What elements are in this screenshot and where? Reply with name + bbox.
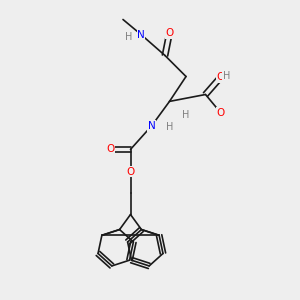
Text: H: H	[223, 70, 230, 81]
Text: H: H	[182, 110, 189, 120]
Text: O: O	[126, 167, 135, 177]
Text: N: N	[137, 29, 145, 40]
Text: O: O	[216, 72, 225, 82]
Text: H: H	[166, 122, 173, 132]
Text: O: O	[165, 28, 174, 38]
Text: O: O	[216, 107, 225, 118]
Text: N: N	[148, 121, 155, 131]
Text: H: H	[125, 32, 133, 43]
Text: O: O	[106, 144, 115, 154]
